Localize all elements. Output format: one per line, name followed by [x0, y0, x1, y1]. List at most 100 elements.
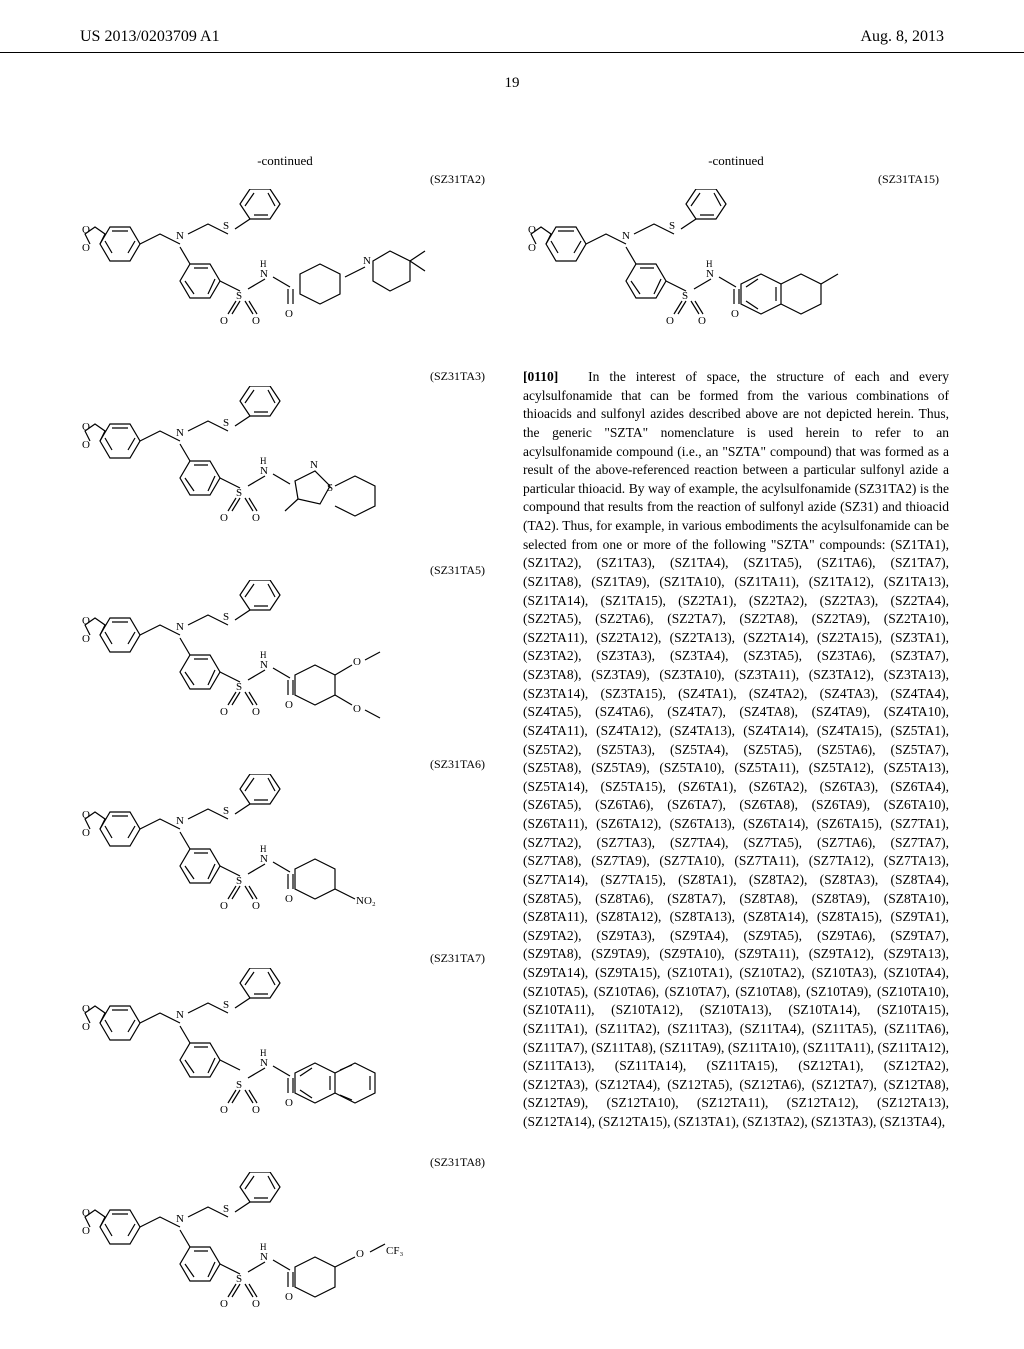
- svg-text:H: H: [260, 650, 267, 660]
- svg-text:N: N: [176, 230, 184, 242]
- svg-text:O: O: [353, 703, 361, 715]
- chemical-structure: O O N S: [75, 189, 495, 357]
- svg-text:H: H: [260, 456, 267, 466]
- compound-block: (SZ31TA8) O O N S: [75, 1155, 495, 1337]
- svg-text:O: O: [82, 224, 90, 236]
- svg-text:O: O: [285, 308, 293, 320]
- svg-text:N: N: [260, 1251, 268, 1263]
- svg-text:N: N: [176, 621, 184, 633]
- svg-text:O: O: [220, 1104, 228, 1116]
- svg-text:S: S: [236, 681, 242, 693]
- paragraph-number: [0110]: [523, 369, 558, 384]
- svg-text:N: N: [310, 459, 318, 471]
- chemical-structure: O O N S S: [75, 580, 495, 745]
- svg-text:O: O: [82, 633, 90, 645]
- svg-text:H: H: [260, 259, 267, 269]
- compound-block: (SZ31TA5) O O N S: [75, 563, 495, 745]
- svg-text:N: N: [176, 1213, 184, 1225]
- right-column: -continued (SZ31TA15) O O N S: [523, 153, 949, 1349]
- chemical-structure: O O N S S: [75, 968, 495, 1143]
- compound-label: (SZ31TA8): [75, 1155, 495, 1170]
- svg-text:O: O: [252, 900, 260, 912]
- svg-text:O: O: [356, 1248, 364, 1260]
- svg-text:O: O: [220, 1298, 228, 1310]
- svg-text:S: S: [682, 290, 688, 302]
- svg-text:S: S: [236, 290, 242, 302]
- continued-label-right: -continued: [523, 153, 949, 169]
- svg-text:O: O: [285, 699, 293, 711]
- compound-block: (SZ31TA3) O O N S: [75, 369, 495, 551]
- svg-text:S: S: [223, 805, 229, 817]
- svg-text:S: S: [236, 487, 242, 499]
- chemical-structure: O O N S S: [75, 386, 495, 551]
- svg-text:O: O: [82, 439, 90, 451]
- svg-text:H: H: [260, 1048, 267, 1058]
- svg-text:O: O: [82, 827, 90, 839]
- compound-label: (SZ31TA2): [75, 172, 495, 187]
- svg-text:O: O: [82, 1207, 90, 1219]
- svg-text:S: S: [223, 999, 229, 1011]
- compound-block: (SZ31TA15) O O N S: [523, 172, 949, 354]
- svg-text:N: N: [622, 230, 630, 242]
- svg-text:S: S: [223, 1203, 229, 1215]
- content-area: -continued (SZ31TA2) O O N: [0, 53, 1024, 1349]
- svg-text:O: O: [82, 809, 90, 821]
- continued-label-left: -continued: [75, 153, 495, 169]
- svg-text:O: O: [252, 315, 260, 327]
- svg-text:O: O: [353, 656, 361, 668]
- svg-text:H: H: [706, 259, 713, 269]
- svg-text:O: O: [666, 315, 674, 327]
- compound-label: (SZ31TA5): [75, 563, 495, 578]
- svg-text:O: O: [731, 308, 739, 320]
- svg-text:N: N: [260, 1057, 268, 1069]
- svg-text:O: O: [252, 706, 260, 718]
- svg-text:O: O: [82, 1003, 90, 1015]
- svg-text:O: O: [82, 242, 90, 254]
- svg-text:O: O: [285, 1097, 293, 1109]
- svg-text:N: N: [176, 1009, 184, 1021]
- svg-text:N: N: [260, 853, 268, 865]
- compound-label: (SZ31TA3): [75, 369, 495, 384]
- svg-text:O: O: [698, 315, 706, 327]
- svg-text:O: O: [252, 512, 260, 524]
- svg-text:N: N: [706, 268, 714, 280]
- page-number: 19: [505, 75, 520, 92]
- svg-text:S: S: [669, 220, 675, 232]
- publication-number: US 2013/0203709 A1: [80, 28, 220, 46]
- paragraph-text: In the interest of space, the structure …: [523, 369, 949, 1129]
- svg-text:N: N: [260, 268, 268, 280]
- svg-text:N: N: [176, 815, 184, 827]
- compound-block: (SZ31TA2) O O N: [75, 172, 495, 357]
- svg-text:O: O: [528, 242, 536, 254]
- svg-text:O: O: [252, 1104, 260, 1116]
- svg-text:N: N: [260, 465, 268, 477]
- svg-text:O: O: [220, 900, 228, 912]
- svg-text:S: S: [223, 417, 229, 429]
- svg-text:S: S: [327, 482, 333, 494]
- compound-label: (SZ31TA15): [523, 172, 949, 187]
- svg-text:S: S: [223, 611, 229, 623]
- svg-text:O: O: [285, 1291, 293, 1303]
- svg-text:N: N: [363, 255, 371, 267]
- svg-text:S: S: [236, 875, 242, 887]
- svg-text:O: O: [82, 1225, 90, 1237]
- body-paragraph: [0110] In the interest of space, the str…: [523, 368, 949, 1132]
- svg-text:O: O: [528, 224, 536, 236]
- svg-text:NO₂: NO₂: [356, 895, 376, 907]
- svg-text:N: N: [176, 427, 184, 439]
- svg-text:S: S: [236, 1273, 242, 1285]
- chemical-structure: O O N S S: [75, 1172, 495, 1337]
- svg-text:O: O: [220, 315, 228, 327]
- svg-text:O: O: [82, 1021, 90, 1033]
- left-column: -continued (SZ31TA2) O O N: [75, 153, 495, 1349]
- svg-text:O: O: [220, 512, 228, 524]
- publication-date: Aug. 8, 2013: [860, 28, 944, 46]
- compound-label: (SZ31TA6): [75, 757, 495, 772]
- svg-text:H: H: [260, 844, 267, 854]
- compound-label: (SZ31TA7): [75, 951, 495, 966]
- chemical-structure: O O N S S: [75, 774, 495, 939]
- svg-text:H: H: [260, 1242, 267, 1252]
- svg-text:N: N: [260, 659, 268, 671]
- compound-block: (SZ31TA6) O O N S: [75, 757, 495, 939]
- svg-text:O: O: [82, 421, 90, 433]
